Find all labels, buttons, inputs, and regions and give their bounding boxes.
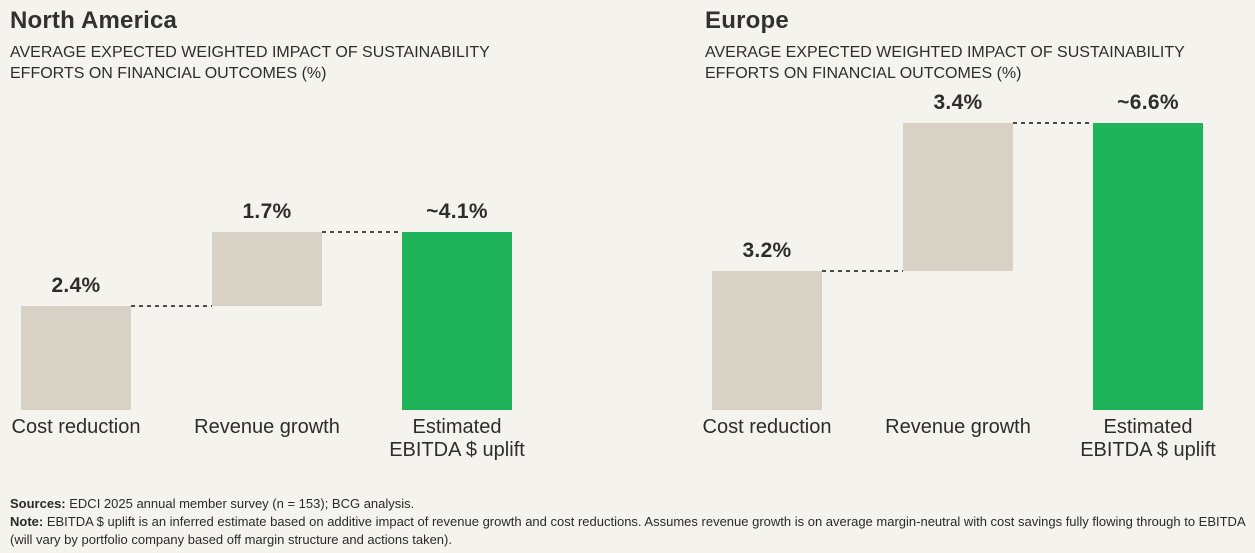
waterfall-bar-revenue-growth xyxy=(903,123,1013,271)
waterfall-connector xyxy=(131,305,212,307)
waterfall-connector xyxy=(822,270,903,272)
waterfall-bar-estimated-ebitda-uplift xyxy=(1093,123,1203,410)
category-label-revenue-growth: Revenue growth xyxy=(194,416,340,438)
value-label-estimated-ebitda-uplift: ~6.6% xyxy=(1117,91,1179,114)
sources-text: EDCI 2025 annual member survey (n = 153)… xyxy=(65,496,415,511)
waterfall-plot-europe: 3.2% 3.4% ~6.6% xyxy=(691,91,1255,410)
chart-panel-europe: Europe AVERAGE EXPECTED WEIGHTED IMPACT … xyxy=(691,0,1255,553)
value-label-estimated-ebitda-uplift: ~4.1% xyxy=(426,200,488,223)
category-axis-north-america: Cost reduction Revenue growth Estimated EB… xyxy=(0,416,640,476)
category-axis-europe: Cost reduction Revenue growth Estimated EB… xyxy=(691,416,1255,476)
waterfall-connector xyxy=(1013,122,1093,124)
waterfall-plot-north-america: 2.4% 1.7% ~4.1% xyxy=(0,100,640,410)
category-label-revenue-growth: Revenue growth xyxy=(885,416,1031,438)
category-label-estimated-ebitda-uplift: Estimated EBITDA $ uplift xyxy=(389,416,525,461)
category-label-cost-reduction: Cost reduction xyxy=(11,416,141,438)
value-label-revenue-growth: 3.4% xyxy=(933,91,983,114)
value-label-cost-reduction: 2.4% xyxy=(51,274,101,297)
category-label-cost-reduction: Cost reduction xyxy=(702,416,832,438)
chart-subtitle-north-america: AVERAGE EXPECTED WEIGHTED IMPACT OF SUST… xyxy=(10,44,490,82)
value-label-revenue-growth: 1.7% xyxy=(242,200,292,223)
footnotes: Sources: EDCI 2025 annual member survey … xyxy=(10,495,1248,549)
waterfall-bar-estimated-ebitda-uplift xyxy=(402,232,512,410)
category-label-estimated-ebitda-uplift: Estimated EBITDA $ uplift xyxy=(1080,416,1216,461)
chart-title-north-america: North America xyxy=(10,7,178,34)
note-line: Note: EBITDA $ uplift is an inferred est… xyxy=(10,513,1248,549)
waterfall-bar-cost-reduction xyxy=(712,271,822,410)
value-label-cost-reduction: 3.2% xyxy=(742,239,792,262)
chart-subtitle-europe: AVERAGE EXPECTED WEIGHTED IMPACT OF SUST… xyxy=(705,44,1185,82)
note-text: EBITDA $ uplift is an inferred estimate … xyxy=(10,514,1245,547)
sources-label: Sources: xyxy=(10,496,66,511)
waterfall-bar-cost-reduction xyxy=(21,306,131,410)
waterfall-connector xyxy=(322,231,402,233)
waterfall-bar-revenue-growth xyxy=(212,232,322,306)
chart-panel-north-america: North America AVERAGE EXPECTED WEIGHTED … xyxy=(0,7,640,476)
note-label: Note: xyxy=(10,514,44,529)
chart-title-europe: Europe xyxy=(705,7,789,34)
sources-line: Sources: EDCI 2025 annual member survey … xyxy=(10,495,1248,513)
